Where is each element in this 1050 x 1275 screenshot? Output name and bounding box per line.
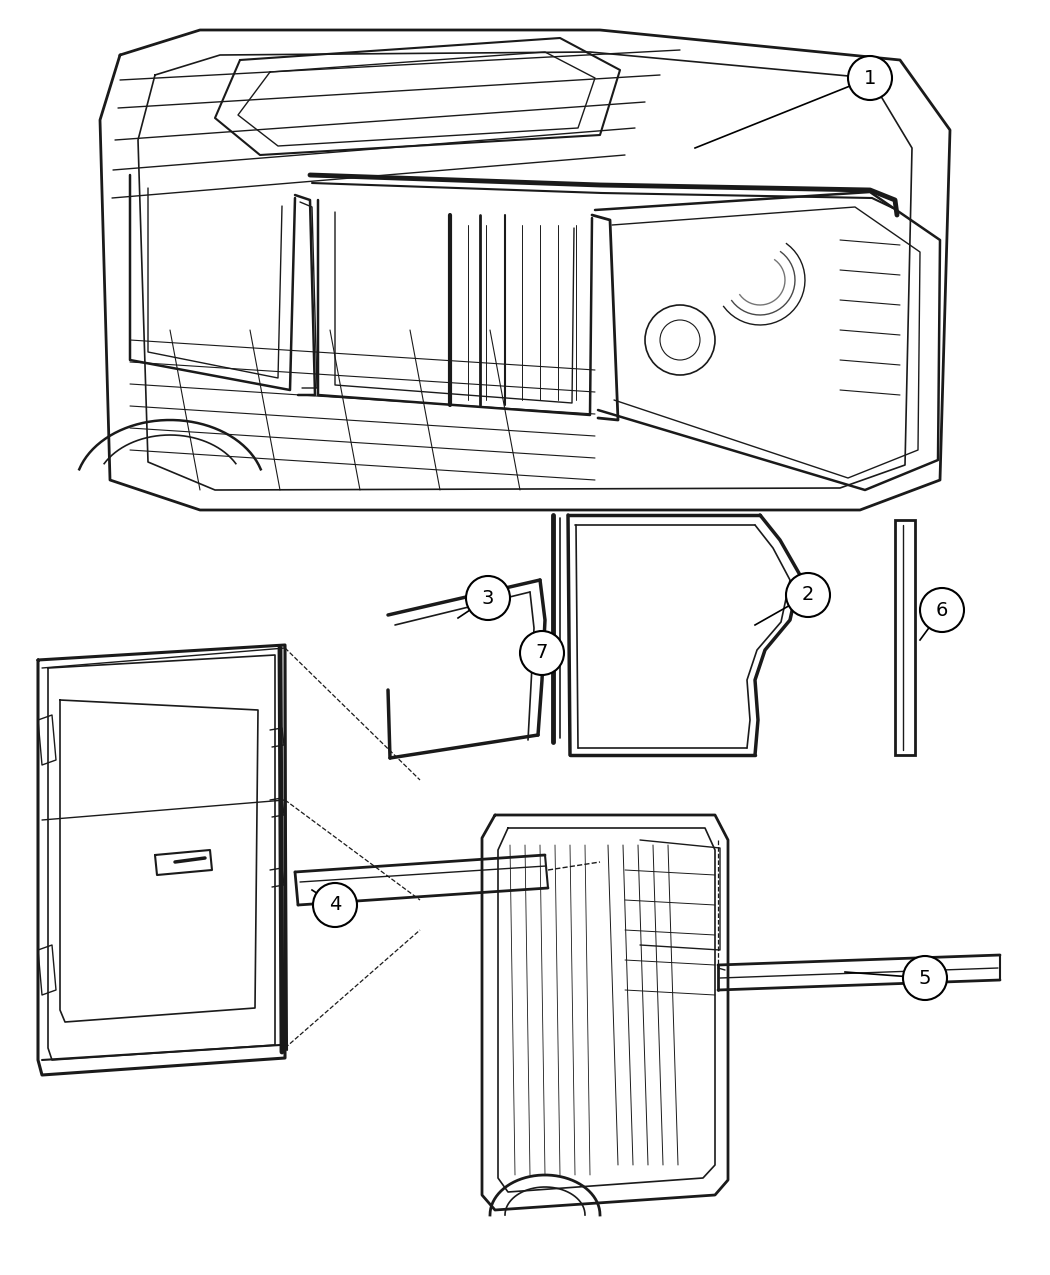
- Circle shape: [466, 576, 510, 620]
- Text: 4: 4: [329, 895, 341, 914]
- Circle shape: [920, 588, 964, 632]
- Text: 7: 7: [536, 644, 548, 663]
- Circle shape: [903, 956, 947, 1000]
- Circle shape: [520, 631, 564, 674]
- Text: 2: 2: [802, 585, 814, 604]
- Circle shape: [313, 884, 357, 927]
- Text: 1: 1: [864, 69, 876, 88]
- Circle shape: [848, 56, 892, 99]
- Bar: [895, 520, 915, 755]
- Text: 3: 3: [482, 589, 495, 607]
- Text: 5: 5: [919, 969, 931, 988]
- Circle shape: [786, 572, 830, 617]
- Text: 6: 6: [936, 601, 948, 620]
